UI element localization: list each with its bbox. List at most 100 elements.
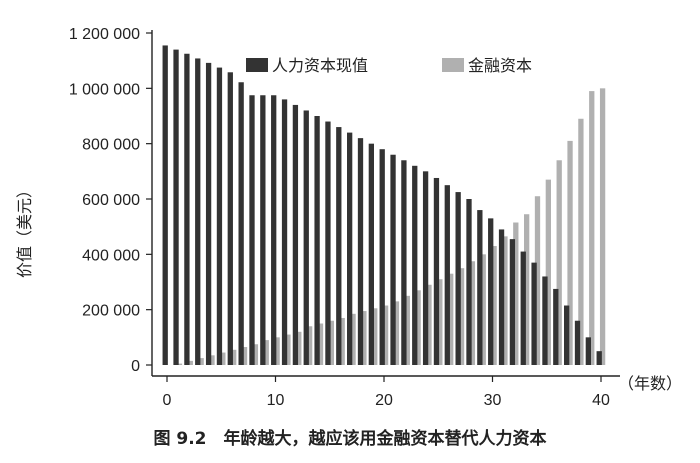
bar-human-year-27 [455,192,461,365]
bar-financial-year-28 [469,261,476,365]
y-axis-title: 价值（美元） [15,182,34,278]
bar-human-year-0 [162,45,168,365]
bar-financial-year-15 [328,320,334,365]
bar-human-year-24 [422,171,429,365]
bar-human-year-2 [184,53,190,365]
bar-human-year-11 [281,99,288,366]
bar-human-year-29 [477,210,483,365]
bar-financial-year-26 [448,273,454,365]
bar-financial-year-24 [426,284,432,365]
bar-human-year-18 [357,138,364,365]
bar-financial-year-25 [437,279,443,365]
bar-human-year-37 [564,305,570,365]
bar-financial-year-5 [220,352,226,365]
bar-financial-year-39 [589,91,595,365]
bar-financial-year-19 [372,308,378,365]
bar-financial-year-8 [252,344,259,365]
bar-human-year-4 [205,62,212,365]
bar-human-year-26 [444,185,450,365]
axes [151,30,620,377]
bar-financial-year-14 [317,323,324,365]
bar-human-year-22 [401,160,407,365]
bar-human-year-36 [553,288,559,365]
bar-human-year-39 [585,337,591,365]
bar-human-year-25 [433,177,440,365]
bar-financial-year-27 [458,268,465,365]
bar-human-year-12 [292,104,299,366]
x-tick-label: 10 [267,392,285,409]
legend-label-human: 人力资本现值 [272,56,368,75]
bar-financial-year-6 [231,349,237,365]
y-tick-label: 0 [131,358,140,375]
bar-financial-year-13 [307,326,313,365]
bar-human-year-38 [574,320,581,365]
bar-financial-year-10 [274,337,280,365]
bar-human-year-32 [509,239,516,365]
bar-financial-year-3 [198,358,204,365]
x-ticks: 0 10 20 30 40 [163,376,610,409]
bar-human-year-20 [379,149,385,365]
figure-caption: 图 9.2 年龄越大，越应该用金融资本替代人力资本 [153,429,547,449]
x-tick-label: 0 [163,392,172,409]
bar-financial-year-40 [599,88,606,365]
x-tick-label: 40 [592,392,610,409]
bar-human-year-28 [466,199,472,365]
x-tick-label: 30 [484,392,502,409]
bar-human-year-16 [336,127,342,365]
bar-financial-year-20 [382,305,389,365]
bar-human-year-9 [260,95,266,365]
x-tick-label: 20 [375,392,393,409]
bar-financial-year-17 [350,313,356,365]
bar-human-year-31 [498,229,505,365]
bar-financial-year-16 [339,317,345,365]
bar-financial-year-35 [545,179,551,365]
y-tick-label: 1 200 000 [69,26,140,43]
bar-financial-year-21 [393,301,400,365]
y-tick-label: 800 000 [82,137,140,154]
bar-financial-year-31 [502,236,508,365]
plot-area [162,45,606,366]
bar-human-year-21 [390,154,396,365]
y-tick-label: 400 000 [82,247,140,264]
bar-financial-year-36 [556,160,562,365]
bar-human-year-10 [271,95,277,365]
bar-human-year-13 [303,110,309,365]
bar-human-year-33 [520,251,526,365]
bar-financial-year-4 [209,355,215,365]
bar-human-year-8 [249,95,255,365]
y-tick-label: 1 000 000 [69,81,140,98]
bar-human-year-1 [173,49,179,365]
bar-human-year-3 [195,58,201,365]
legend-swatch-human [246,58,268,72]
bar-human-year-6 [227,72,233,365]
bar-financial-year-9 [263,340,269,365]
bar-human-year-34 [531,262,537,365]
bar-human-year-5 [216,67,223,365]
bar-human-year-40 [596,351,602,365]
bar-human-year-15 [325,121,331,365]
bar-financial-year-32 [513,222,519,365]
bar-financial-year-37 [567,140,573,365]
bar-human-year-23 [412,165,418,365]
bar-financial-year-22 [404,295,410,365]
bar-human-year-35 [542,276,548,365]
legend-label-financial: 金融资本 [468,56,532,75]
bar-financial-year-1 [176,363,183,365]
bar-financial-year-2 [187,360,193,365]
bar-chart: 0 200 000 400 000 600 000 800 000 1 000 000 1 … [15,26,682,409]
bar-financial-year-18 [361,311,367,365]
bar-financial-year-12 [296,331,302,365]
bar-financial-year-7 [241,347,248,365]
bar-financial-year-33 [524,214,530,365]
bar-human-year-30 [488,218,494,365]
bar-financial-year-29 [480,254,486,365]
bar-human-year-19 [368,143,374,365]
x-axis-title: （年数） [618,374,682,393]
bar-financial-year-30 [491,246,497,365]
legend-swatch-financial [442,58,464,72]
bar-human-year-17 [347,132,353,365]
bar-human-year-14 [314,116,320,365]
y-tick-label: 600 000 [82,192,140,209]
legend: 人力资本现值 金融资本 [246,56,532,75]
bar-financial-year-11 [285,334,291,365]
